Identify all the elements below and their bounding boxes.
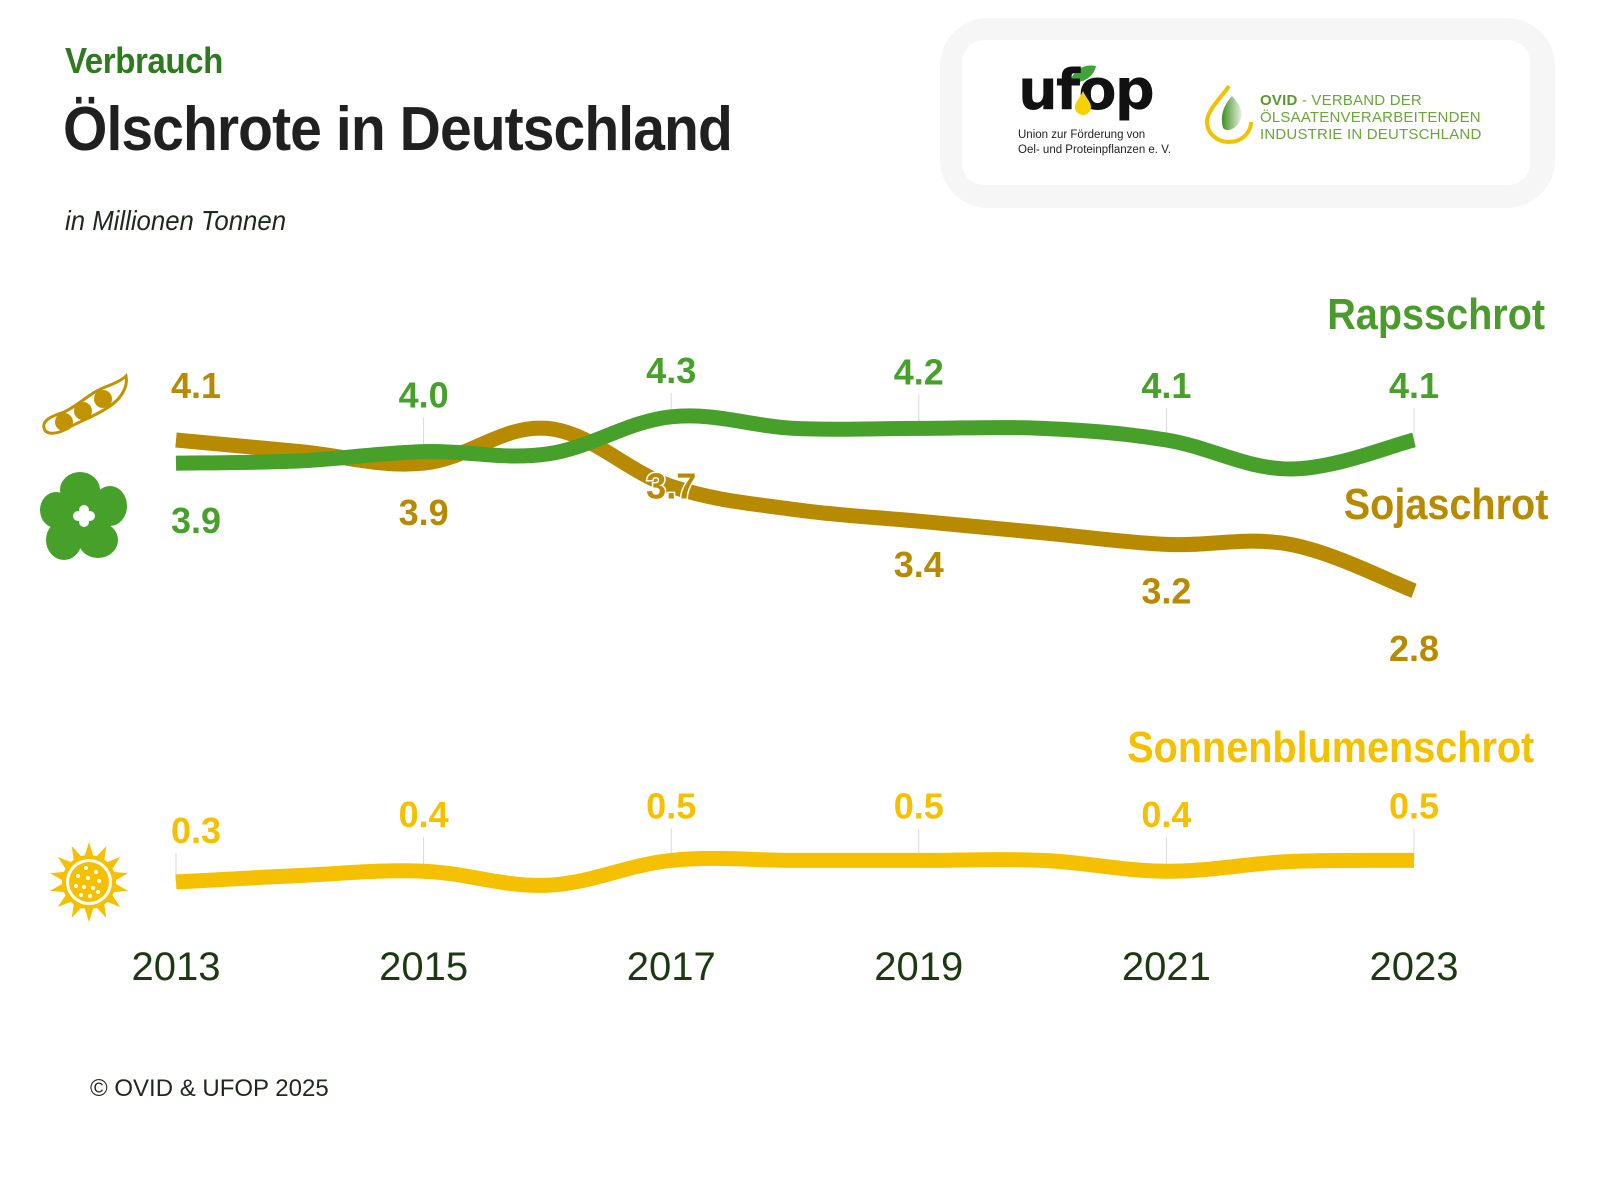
copyright: © OVID & UFOP 2025 [90, 1075, 329, 1102]
data-label-soja-2017: 3.7 [646, 465, 696, 506]
data-label-sonnenblume-2019: 0.5 [894, 785, 944, 826]
data-label-sonnenblume-2013: 0.3 [171, 810, 221, 851]
series-label-soja: Sojaschrot [1343, 480, 1548, 529]
data-label-sonnenblume-2021: 0.4 [1141, 794, 1191, 835]
data-label-raps-2019: 4.2 [894, 351, 944, 392]
data-label-sonnenblume-2015: 0.4 [399, 794, 449, 835]
ufop-drop-icon [1075, 91, 1091, 115]
sunflower-icon [50, 842, 128, 922]
series-line-soja [175, 420, 1417, 598]
ufop-tagline-line2: Oel- und Proteinpflanzen e. V. [1018, 144, 1172, 156]
data-label-raps-2015: 4.0 [399, 375, 449, 416]
x-tick-label-2023: 2023 [1370, 945, 1459, 989]
ovid-drop-icon [1204, 84, 1253, 144]
ovid-line3: INDUSTRIE IN DEUTSCHLAND [1260, 126, 1482, 143]
data-label-sonnenblume-2017: 0.5 [646, 785, 696, 826]
ovid-line2: ÖLSAATENVERARBEITENDEN [1260, 109, 1481, 126]
data-label-soja-2019: 3.4 [894, 544, 944, 585]
rapeseed-flower-icon [40, 472, 127, 560]
data-label-soja-2023: 2.8 [1389, 628, 1439, 669]
ovid-name: OVID [1260, 92, 1298, 109]
ufop-tagline: Union zur Förderung von Oel- und Protein… [1018, 128, 1171, 158]
ovid-logo-text: OVID - VERBAND DER ÖLSAATENVERARBEITENDE… [1260, 92, 1482, 143]
data-label-soja-2021: 3.2 [1141, 570, 1191, 611]
chart-title: Ölschrote in Deutschland [63, 95, 733, 164]
x-tick-label-2015: 2015 [379, 945, 468, 989]
series-line-raps [175, 408, 1416, 477]
data-label-raps-2017: 4.3 [646, 350, 696, 391]
ufop-leaf-icon [1070, 65, 1096, 83]
data-label-soja-2015: 3.9 [399, 492, 449, 533]
x-tick-label-2013: 2013 [132, 945, 221, 989]
series-label-raps: Rapsschrot [1327, 290, 1545, 339]
data-label-soja-2013: 4.1 [171, 365, 221, 406]
x-tick-label-2017: 2017 [627, 945, 716, 989]
series-line-sonnenblume [175, 850, 1415, 893]
ovid-line1: - VERBAND DER [1297, 92, 1422, 109]
x-tick-label-2019: 2019 [874, 945, 963, 989]
data-label-raps-2013: 3.9 [171, 500, 221, 541]
logo-card [962, 40, 1530, 185]
data-label-raps-2023: 4.1 [1389, 365, 1439, 406]
ufop-tagline-line1: Union zur Förderung von [1018, 129, 1146, 141]
series-label-sonnenblume: Sonnenblumenschrot [1126, 723, 1534, 772]
data-label-sonnenblume-2023: 0.5 [1389, 785, 1439, 826]
chart-kicker: Verbrauch [65, 40, 223, 81]
chart-subtitle: in Millionen Tonnen [65, 205, 287, 236]
soybean-pod-icon [42, 372, 128, 435]
x-tick-label-2021: 2021 [1122, 945, 1211, 989]
data-label-raps-2021: 4.1 [1141, 365, 1191, 406]
